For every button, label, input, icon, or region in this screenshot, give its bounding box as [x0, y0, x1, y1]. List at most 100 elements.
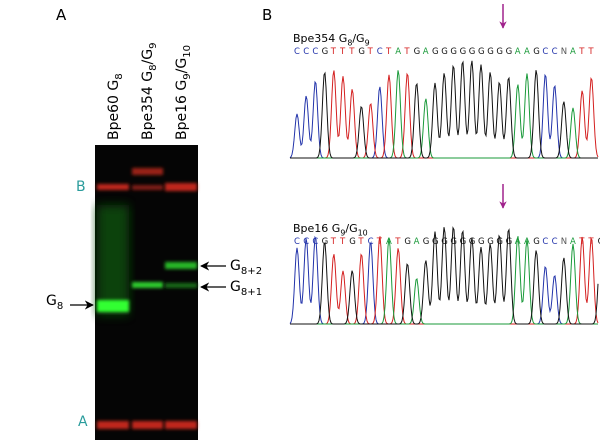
text: /G [352, 32, 364, 45]
base: T [339, 47, 346, 57]
base: A [570, 237, 576, 247]
base: C [294, 237, 300, 247]
base: G [322, 47, 329, 57]
base: C [552, 47, 558, 57]
label: Bpe16 G9/G10 [174, 45, 193, 140]
base: G [487, 237, 494, 247]
marker-label: B [76, 179, 86, 195]
base: A [524, 47, 530, 57]
base: A [414, 237, 420, 247]
base: G [598, 237, 600, 247]
base: G [441, 237, 448, 247]
base: C [368, 237, 374, 247]
base: G [322, 237, 329, 247]
label: G8 [46, 293, 63, 312]
subscript: 8+2 [241, 266, 262, 277]
sequence: CCCGTTGTCTATGAGGGGGGGGGGAAGCCNATTG [294, 237, 600, 247]
base: G [487, 47, 494, 57]
text: Bpe354 G [140, 71, 156, 140]
base: A [423, 47, 429, 57]
base: T [385, 47, 392, 57]
base: G [469, 47, 476, 57]
base: T [367, 47, 374, 57]
label: Bpe60 G8 [106, 73, 125, 140]
text: /G [174, 58, 190, 74]
base: C [303, 47, 309, 57]
subscript: 10 [358, 228, 368, 237]
text: G [230, 258, 241, 274]
base: G [450, 237, 457, 247]
base: G [533, 47, 540, 57]
text: /G [345, 222, 357, 235]
subscript: 8 [347, 38, 352, 47]
text: Bpe60 G [106, 80, 122, 140]
base: G [506, 47, 513, 57]
base: G [496, 47, 503, 57]
base: C [377, 47, 383, 57]
base: G [533, 237, 540, 247]
base: C [552, 237, 558, 247]
text: G [46, 293, 57, 309]
label: Bpe16 G9/G10 [293, 222, 368, 237]
panel-label: A [56, 6, 67, 24]
subscript: 8+1 [241, 287, 262, 298]
base: G [358, 47, 365, 57]
trace [290, 226, 599, 325]
subscript: 8 [57, 301, 63, 312]
trace [290, 60, 598, 159]
label: Bpe354 G8/G9 [293, 32, 370, 47]
label: G8+1 [230, 279, 262, 298]
base: G [423, 237, 430, 247]
subscript: 8 [114, 73, 125, 79]
text: Bpe354 G [293, 32, 347, 45]
base: T [578, 47, 585, 57]
base: C [312, 237, 318, 247]
base: C [542, 47, 548, 57]
base: G [460, 47, 467, 57]
base: T [330, 47, 337, 57]
label: Bpe354 G8/G9 [140, 42, 159, 140]
base: G [496, 237, 503, 247]
base: N [561, 47, 567, 57]
base: A [515, 47, 521, 57]
subscript: 9 [365, 38, 370, 47]
subscript: 8 [148, 64, 159, 70]
base: G [450, 47, 457, 57]
base: G [506, 237, 513, 247]
gel-image [95, 145, 198, 440]
base: G [478, 237, 485, 247]
base: T [394, 237, 401, 247]
panel-label: B [262, 6, 272, 24]
base: T [357, 237, 364, 247]
base: G [460, 237, 467, 247]
base: G [432, 47, 439, 57]
base: G [404, 237, 411, 247]
base: A [570, 47, 576, 57]
base: C [294, 47, 300, 57]
base: C [542, 237, 548, 247]
base: C [312, 47, 318, 57]
trace [290, 236, 599, 325]
subscript: 9 [340, 228, 345, 237]
label: G8+2 [230, 258, 262, 277]
base: G [349, 237, 356, 247]
base: T [348, 47, 355, 57]
subscript: 9 [182, 73, 193, 79]
subscript: 10 [182, 45, 193, 58]
marker-label: A [78, 414, 88, 430]
base: T [330, 237, 337, 247]
base: N [561, 237, 567, 247]
base: A [515, 237, 521, 247]
trace [290, 70, 599, 159]
text: Bpe16 G [293, 222, 340, 235]
text: Bpe16 G [174, 80, 190, 140]
base: G [441, 47, 448, 57]
base: A [395, 47, 401, 57]
text: /G [140, 49, 156, 65]
base: G [478, 47, 485, 57]
base: G [432, 237, 439, 247]
base: G [414, 47, 421, 57]
subscript: 9 [148, 42, 159, 48]
